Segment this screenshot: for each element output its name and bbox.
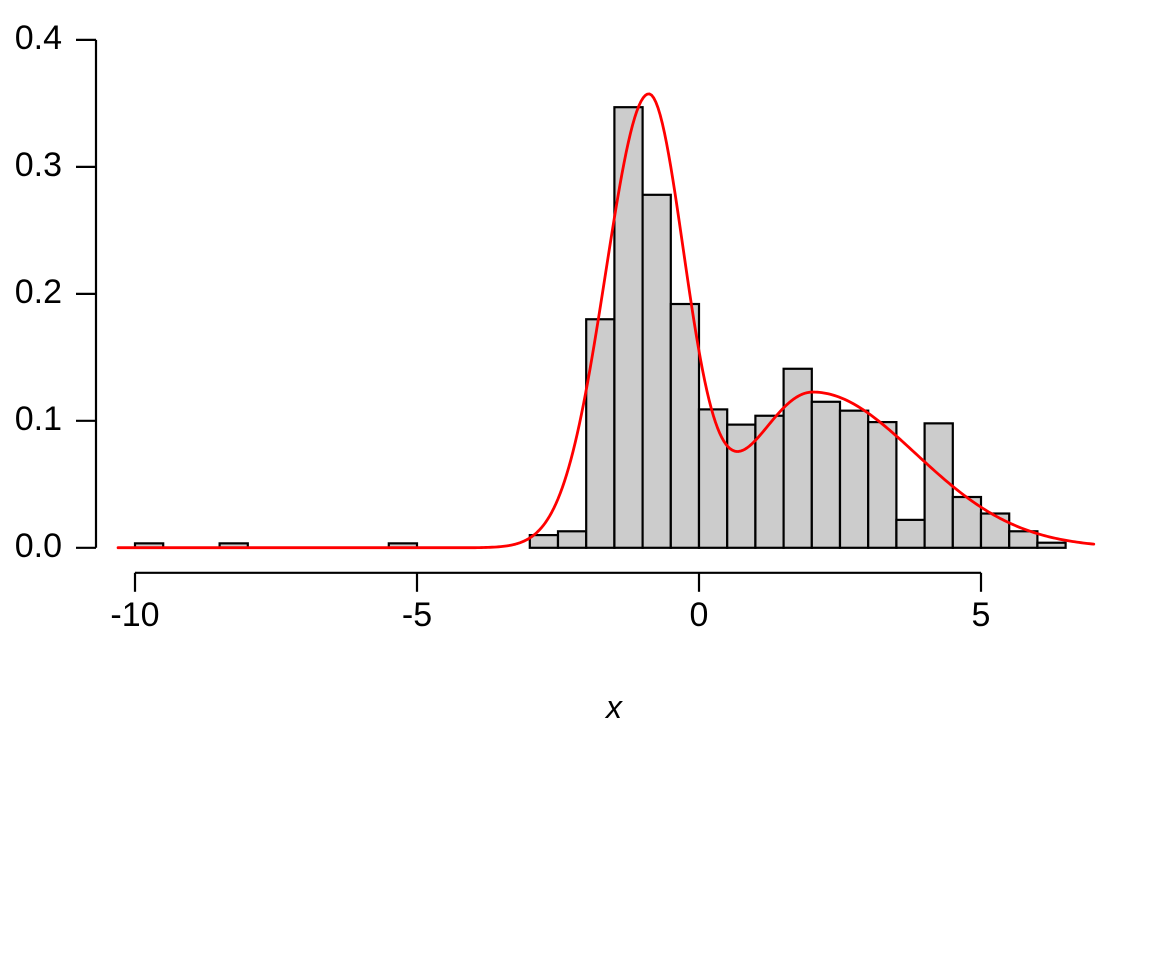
svg-text:0.2: 0.2 (15, 273, 62, 311)
svg-text:0.4: 0.4 (15, 19, 62, 57)
svg-text:0.1: 0.1 (15, 400, 62, 438)
svg-text:0.3: 0.3 (15, 146, 62, 184)
svg-text:5: 5 (972, 596, 991, 634)
svg-text:-10: -10 (110, 596, 159, 634)
svg-text:0.0: 0.0 (15, 527, 62, 565)
svg-text:-5: -5 (402, 596, 432, 634)
svg-text:0: 0 (690, 596, 709, 634)
svg-text:x: x (604, 689, 623, 725)
